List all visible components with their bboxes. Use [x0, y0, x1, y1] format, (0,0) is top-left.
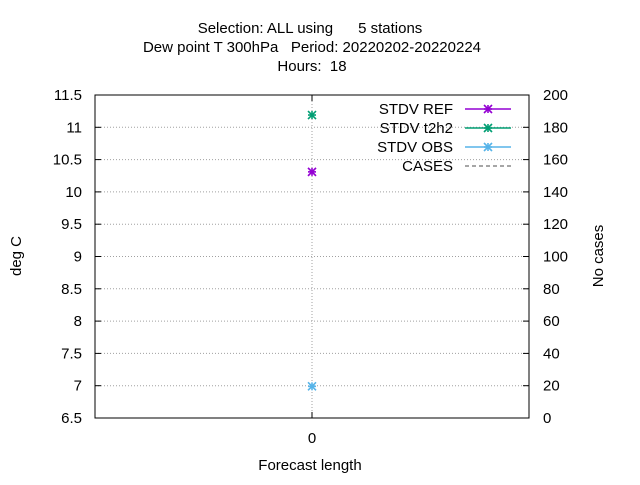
y-tick-label: 11.5: [54, 87, 82, 104]
y-tick-label: 7: [74, 378, 82, 395]
chart-title: Selection: ALL using 5 stations Dew poin…: [143, 20, 481, 75]
y2-tick-label: 80: [543, 281, 560, 298]
legend-marker: [483, 142, 493, 152]
legend-marker: [483, 104, 493, 114]
legend-label: STDV t2h2: [380, 120, 453, 137]
y-tick-label: 7.5: [61, 345, 82, 362]
title-line-3: Hours: 18: [277, 58, 346, 75]
grid-lines: [95, 95, 529, 418]
title-line-1: Selection: ALL using 5 stations: [198, 20, 423, 37]
legend-label: STDV OBS: [377, 139, 453, 156]
x-tick-label: 0: [308, 430, 316, 447]
title-line-2: Dew point T 300hPa Period: 20220202-2022…: [143, 39, 481, 56]
data-point-series-0: [307, 167, 317, 177]
y-tick-label: 6.5: [61, 410, 82, 427]
y2-tick-label: 140: [543, 184, 568, 201]
y-axis-label: deg C: [8, 236, 25, 276]
x-axis-ticks: 0: [308, 95, 316, 447]
y2-tick-label: 40: [543, 345, 560, 362]
y-tick-label: 10.5: [53, 152, 82, 169]
legend: STDV REF STDV t2h2 STDV OBS CASES: [377, 101, 511, 175]
y2-axis-ticks: 0 20 40 60 80 100 120 140 160 180 200: [523, 87, 568, 427]
y-tick-label: 11: [66, 119, 82, 136]
y-tick-label: 8: [74, 313, 82, 330]
y2-tick-label: 160: [543, 152, 568, 169]
data-point-series-2: [307, 381, 317, 391]
y-tick-label: 9: [74, 249, 82, 266]
y2-tick-label: 60: [543, 313, 560, 330]
x-axis-label: Forecast length: [258, 457, 361, 474]
y2-tick-label: 100: [543, 249, 568, 266]
y-tick-label: 9.5: [61, 216, 82, 233]
legend-label: CASES: [402, 158, 453, 175]
y-tick-label: 8.5: [61, 281, 82, 298]
y-tick-label: 10: [65, 184, 82, 201]
y2-tick-label: 120: [543, 216, 568, 233]
data-point-series-1: [307, 110, 317, 120]
legend-marker: [483, 123, 493, 133]
data-points: [307, 110, 317, 391]
y2-tick-label: 180: [543, 119, 568, 136]
y2-tick-label: 0: [543, 410, 551, 427]
y2-tick-label: 20: [543, 378, 560, 395]
y2-tick-label: 200: [543, 87, 568, 104]
y2-axis-label: No cases: [590, 225, 607, 288]
y-axis-ticks: 6.5 7 7.5 8 8.5 9 9.5 10 10.5 11 11.5: [53, 87, 101, 427]
legend-label: STDV REF: [379, 101, 453, 118]
